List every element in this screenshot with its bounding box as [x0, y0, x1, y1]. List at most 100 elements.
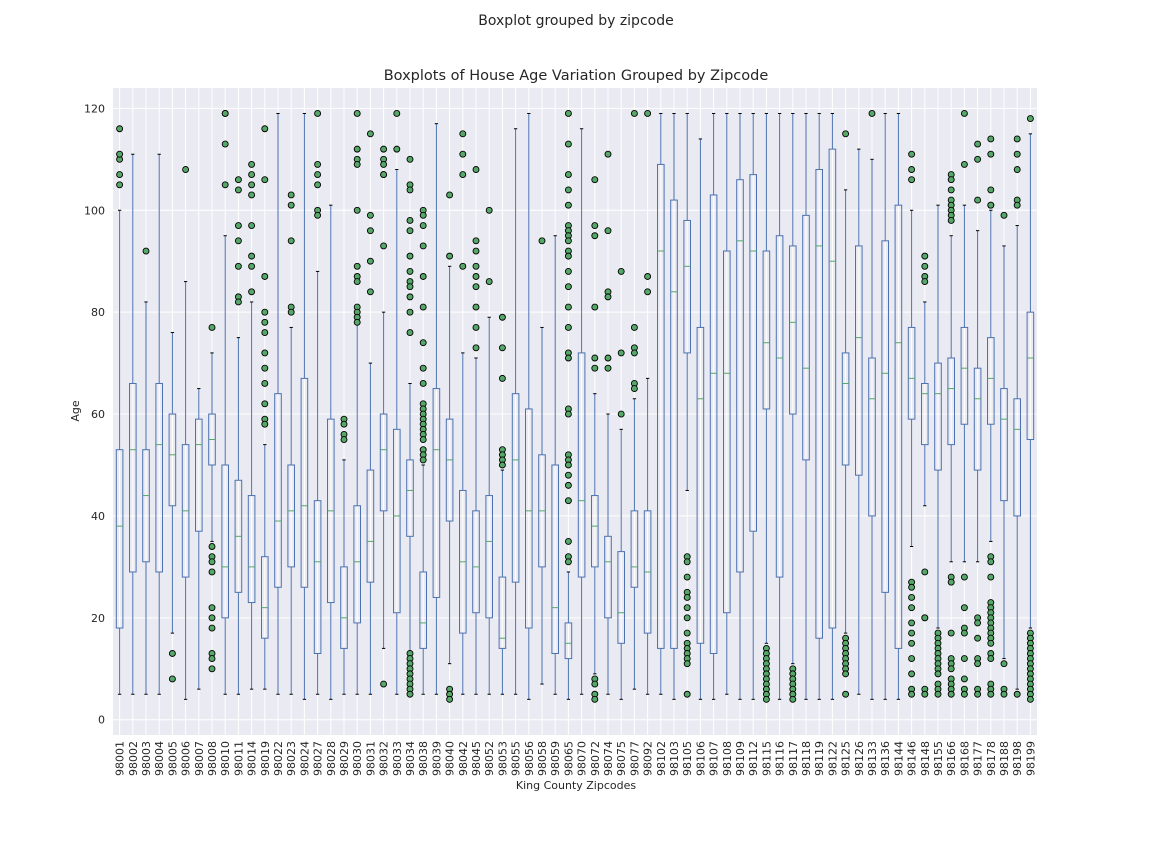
flier-point — [564, 110, 572, 117]
box-98005 — [168, 332, 177, 683]
x-tick-label: 98109 — [734, 741, 747, 776]
box-98030 — [353, 110, 361, 695]
box-iqr — [353, 505, 361, 624]
box-iqr — [274, 393, 282, 588]
flier-point — [564, 461, 572, 469]
box-series — [115, 110, 1035, 703]
flier-point — [630, 110, 638, 117]
flier-point — [1026, 115, 1034, 123]
box-iqr — [221, 464, 229, 619]
x-tick-label: 98119 — [813, 741, 826, 776]
flier-point — [234, 222, 242, 230]
flier-point — [960, 604, 968, 612]
flier-point — [406, 329, 414, 336]
y-tick-label: 120 — [84, 102, 105, 115]
flier-point — [630, 349, 638, 357]
flier-point — [472, 323, 480, 331]
flier-point — [564, 497, 572, 505]
box-iqr — [432, 388, 441, 598]
box-iqr — [828, 148, 837, 629]
box-iqr — [881, 240, 890, 593]
box-98136 — [881, 112, 890, 700]
flier-point — [472, 344, 480, 352]
flier-point — [564, 471, 572, 479]
box-iqr — [934, 362, 942, 471]
box-98031 — [366, 130, 375, 695]
flier-point — [908, 593, 916, 601]
box-98038 — [419, 206, 427, 695]
box-iqr — [379, 413, 388, 512]
box-iqr — [789, 245, 797, 415]
flier-point — [842, 670, 850, 678]
x-tick-label: 98092 — [642, 741, 655, 776]
flier-point — [974, 140, 982, 148]
box-iqr — [340, 566, 348, 649]
x-tick-label: 98014 — [246, 741, 259, 776]
box-98126 — [855, 148, 863, 695]
box-98010 — [221, 110, 229, 695]
flier-point — [604, 150, 612, 158]
flier-point — [459, 171, 467, 179]
box-iqr — [142, 449, 150, 563]
x-tick-label: 98148 — [919, 741, 932, 776]
flier-point — [314, 211, 322, 219]
x-tick-label: 98133 — [866, 741, 879, 776]
x-tick-label: 98004 — [153, 741, 166, 776]
flier-point — [261, 273, 269, 280]
flier-point — [683, 690, 691, 698]
x-tick-label: 98042 — [457, 741, 470, 776]
flier-point — [472, 237, 480, 245]
flier-point — [261, 176, 269, 184]
box-iqr — [907, 326, 916, 420]
box-98125 — [841, 130, 850, 698]
flier-point — [353, 160, 361, 168]
box-98024 — [300, 112, 309, 700]
box-iqr — [577, 352, 586, 578]
flier-point — [419, 211, 427, 219]
box-98034 — [406, 155, 414, 698]
box-98032 — [379, 145, 388, 688]
flier-point — [974, 690, 982, 698]
flier-point — [287, 308, 295, 316]
flier-point — [419, 273, 427, 280]
x-tick-label: 98007 — [193, 741, 206, 776]
box-98188 — [1000, 211, 1008, 698]
x-tick-label: 98039 — [430, 741, 443, 776]
x-tick-label: 98177 — [972, 741, 985, 776]
box-98122 — [828, 112, 837, 700]
flier-point — [366, 288, 374, 296]
flier-point — [987, 201, 995, 209]
flier-point — [182, 166, 190, 173]
flier-point — [498, 461, 506, 469]
box-98074 — [604, 150, 612, 695]
x-tick-label: 98008 — [206, 741, 219, 776]
box-iqr — [736, 179, 744, 573]
box-98056 — [525, 112, 533, 700]
x-axis-ticks: 98001 98002 98003 98004 98005 98006 98007 98008… — [114, 741, 1038, 776]
flier-point — [419, 242, 427, 250]
flier-point — [498, 374, 506, 382]
flier-point — [617, 410, 625, 418]
x-tick-label: 98106 — [694, 741, 707, 776]
x-axis-label: King County Zipcodes — [516, 779, 636, 792]
flier-point — [498, 313, 506, 321]
box-98107 — [709, 112, 718, 700]
flier-point — [116, 181, 124, 189]
box-iqr — [129, 382, 137, 573]
flier-point — [459, 262, 467, 270]
box-iqr — [155, 382, 163, 573]
box-98144 — [894, 112, 903, 700]
box-98112 — [749, 112, 758, 700]
x-tick-label: 98115 — [760, 741, 773, 776]
x-tick-label: 98146 — [906, 741, 919, 776]
box-98011 — [234, 176, 243, 695]
box-98040 — [445, 191, 454, 703]
flier-point — [261, 380, 269, 387]
x-tick-label: 98077 — [628, 741, 641, 776]
flier-point — [393, 110, 401, 117]
box-98102 — [657, 112, 665, 695]
flier-point — [789, 695, 797, 703]
flier-point — [380, 680, 388, 688]
box-iqr — [366, 469, 375, 583]
x-tick-label: 98168 — [958, 741, 971, 776]
